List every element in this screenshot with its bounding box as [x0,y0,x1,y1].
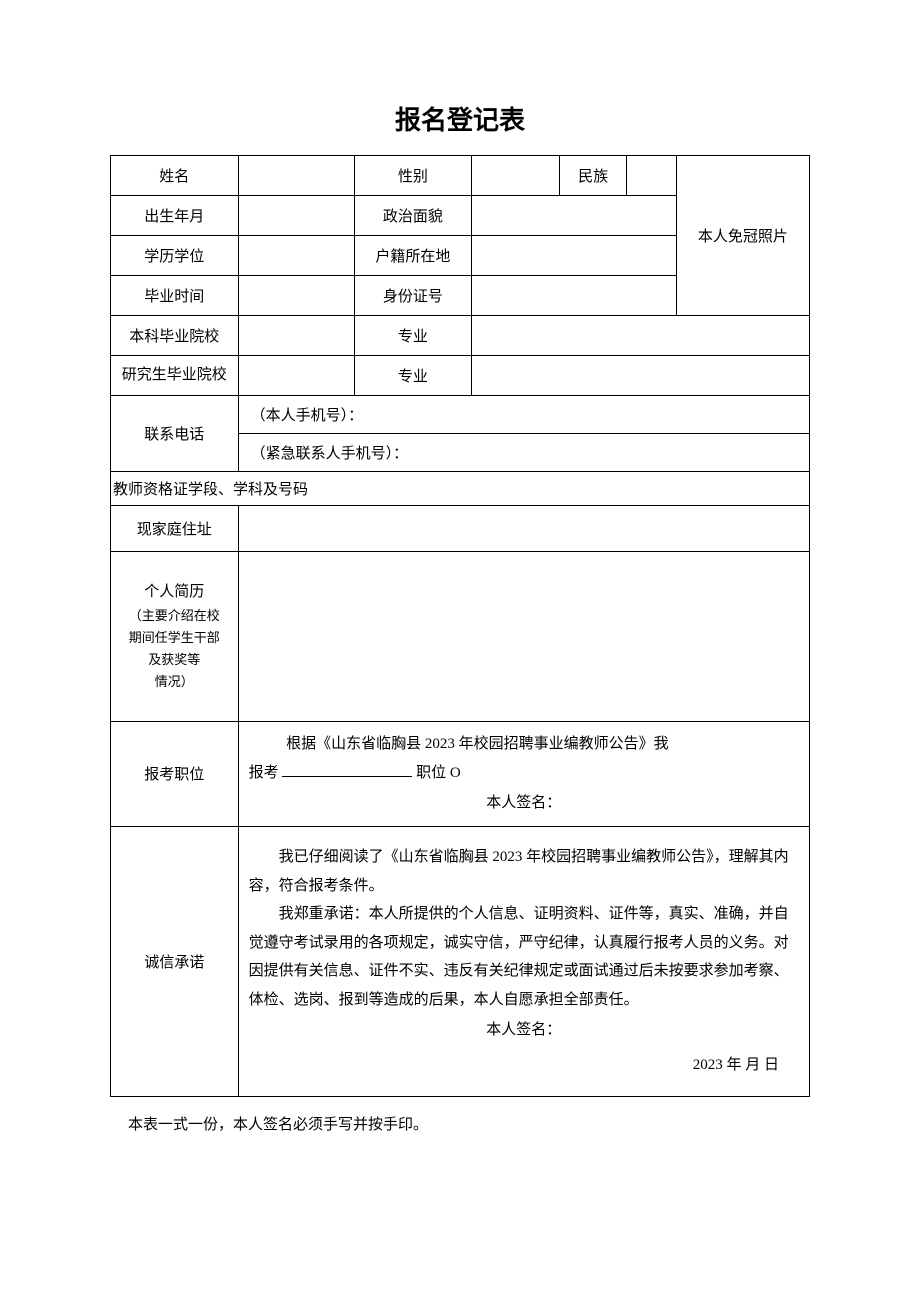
label-name: 姓名 [111,156,239,196]
field-major1[interactable] [471,316,809,356]
field-resume[interactable] [238,552,809,722]
registration-table: 姓名 性别 民族 本人免冠照片 出生年月 政治面貌 学历学位 户籍所在地 毕业时… [110,155,810,1097]
date-text: 2023 年 月 日 [249,1051,799,1080]
label-major2: 专业 [355,356,472,396]
label-phone: 联系电话 [111,396,239,472]
label-pledge: 诚信承诺 [111,826,239,1096]
field-ethnicity[interactable] [626,156,676,196]
signature-label-2: 本人签名： [249,1016,799,1045]
label-address: 现家庭住址 [111,506,239,552]
position-text-line2: 报考 职位 O [249,759,799,788]
label-degree: 学历学位 [111,236,239,276]
field-name[interactable] [238,156,354,196]
resume-title: 个人简历 [115,580,234,606]
resume-desc-2: 期间任学生干部 [115,627,234,649]
label-gradschool: 研究生毕业院校 [111,356,239,396]
field-major2[interactable] [471,356,809,396]
label-teachercert: 教师资格证学段、学科及号码 [113,482,308,498]
field-pledge: 我已仔细阅读了《山东省临胸县 2023 年校园招聘事业编教师公告》，理解其内容，… [238,826,809,1096]
field-phone-own[interactable]: （本人手机号）： [238,396,809,434]
label-gradtime: 毕业时间 [111,276,239,316]
field-gender[interactable] [471,156,560,196]
label-major1: 专业 [355,316,472,356]
footer-note: 本表一式一份，本人签名必须手写并按手印。 [110,1113,810,1134]
field-position[interactable]: 根据《山东省临胸县 2023 年校园招聘事业编教师公告》我 报考 职位 O 本人… [238,722,809,827]
label-birth: 出生年月 [111,196,239,236]
label-political: 政治面貌 [355,196,472,236]
field-teachercert[interactable]: 教师资格证学段、学科及号码 [111,472,810,506]
field-birth[interactable] [238,196,354,236]
label-resume: 个人简历 （主要介绍在校 期间任学生干部 及获奖等 情况） [111,552,239,722]
phone-own-label: （本人手机号）： [251,408,364,424]
field-gradschool[interactable] [238,356,354,396]
photo-area[interactable]: 本人免冠照片 [676,156,809,316]
position-text-line1: 根据《山东省临胸县 2023 年校园招聘事业编教师公告》我 [249,730,799,759]
phone-emerg-label: （紧急联系人手机号）： [251,446,409,462]
page-title: 报名登记表 [110,100,810,137]
field-address[interactable] [238,506,809,552]
label-undergrad: 本科毕业院校 [111,316,239,356]
field-undergrad[interactable] [238,316,354,356]
signature-label-1: 本人签名： [249,789,799,818]
label-position: 报考职位 [111,722,239,827]
blank-line[interactable] [282,763,412,777]
field-political[interactable] [471,196,676,236]
pledge-p2: 我郑重承诺：本人所提供的个人信息、证明资料、证件等，真实、准确，并自觉遵守考试录… [249,900,799,1014]
label-hukou: 户籍所在地 [355,236,472,276]
label-gender: 性别 [355,156,472,196]
resume-desc-3: 及获奖等 [115,649,234,671]
label-ethnicity: 民族 [560,156,627,196]
field-idnum[interactable] [471,276,676,316]
field-gradtime[interactable] [238,276,354,316]
field-degree[interactable] [238,236,354,276]
label-idnum: 身份证号 [355,276,472,316]
resume-desc-1: （主要介绍在校 [115,605,234,627]
field-hukou[interactable] [471,236,676,276]
pledge-p1: 我已仔细阅读了《山东省临胸县 2023 年校园招聘事业编教师公告》，理解其内容，… [249,843,799,900]
resume-desc-4: 情况） [115,671,234,693]
field-phone-emerg[interactable]: （紧急联系人手机号）： [238,434,809,472]
